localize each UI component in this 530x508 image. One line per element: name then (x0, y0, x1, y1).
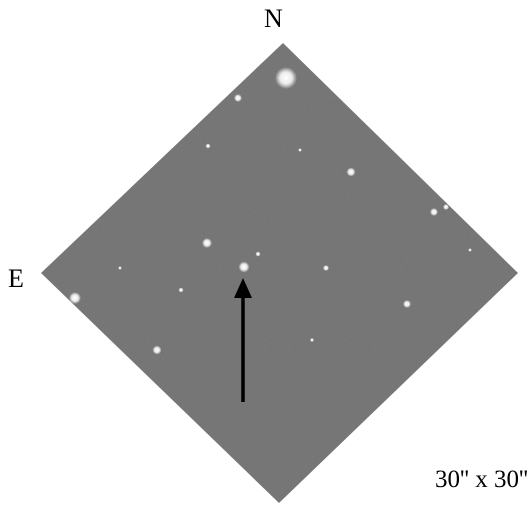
star (178, 287, 184, 293)
star (255, 251, 261, 257)
star (202, 238, 212, 248)
star (346, 167, 356, 177)
star-field (69, 67, 472, 412)
star (430, 208, 438, 216)
east-label: E (8, 264, 24, 293)
star (69, 292, 81, 304)
star (403, 300, 411, 308)
scale-label: 30'' x 30'' (434, 466, 528, 493)
star (468, 248, 472, 252)
star (118, 266, 122, 270)
star (275, 67, 297, 89)
target-object (238, 261, 250, 273)
star (205, 143, 211, 149)
star (234, 94, 242, 102)
north-label: N (264, 4, 283, 33)
star (298, 148, 302, 152)
star (323, 265, 329, 271)
star (310, 338, 314, 342)
star (443, 204, 449, 210)
arrow-up-icon (234, 278, 252, 402)
star (378, 408, 382, 412)
star (152, 345, 162, 355)
